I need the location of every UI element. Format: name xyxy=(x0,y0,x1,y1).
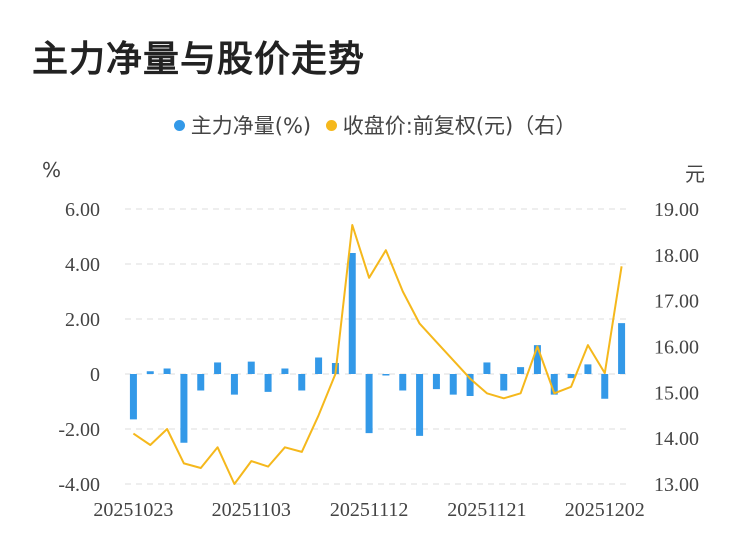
net-volume-bar xyxy=(483,362,491,374)
net-volume-bar xyxy=(264,374,272,392)
right-axis-tick-label: 18.00 xyxy=(654,245,699,267)
net-volume-bar xyxy=(601,374,609,399)
net-volume-bar xyxy=(247,361,255,374)
chart-title: 主力净量与股价走势 xyxy=(32,39,366,80)
net-volume-bar xyxy=(146,371,154,374)
left-axis-tick-label: -4.00 xyxy=(58,474,100,496)
net-volume-bar xyxy=(298,374,306,391)
net-volume-bar xyxy=(230,374,238,395)
left-axis-tick-label: 6.00 xyxy=(65,199,100,221)
net-volume-bar xyxy=(517,367,525,374)
left-axis-tick-label: 2.00 xyxy=(65,309,100,331)
x-axis-tick-label: 20251103 xyxy=(212,499,291,521)
right-axis-tick-label: 14.00 xyxy=(654,428,699,450)
right-axis-tick-label: 19.00 xyxy=(654,199,699,221)
net-volume-bar xyxy=(399,374,407,391)
legend-dot-bar-icon xyxy=(173,119,185,131)
legend-dot-line-icon xyxy=(325,119,337,131)
left-axis-tick-label: 4.00 xyxy=(65,254,100,276)
net-volume-bar xyxy=(197,374,205,391)
net-volume-bar xyxy=(500,374,508,391)
x-axis-tick-label: 20251121 xyxy=(447,499,526,521)
right-axis-tick-label: 15.00 xyxy=(654,382,699,404)
net-volume-bar xyxy=(365,374,373,434)
legend: 主力净量(%) 收盘价:前复权(元)（右） xyxy=(0,110,750,140)
left-axis-unit: % xyxy=(42,158,62,182)
net-volume-bar xyxy=(533,345,541,374)
x-axis-tick-label: 20251023 xyxy=(93,499,173,521)
net-volume-bar xyxy=(129,374,137,420)
right-axis-tick-label: 13.00 xyxy=(654,474,699,496)
net-volume-bar xyxy=(466,374,474,396)
net-volume-bar xyxy=(382,374,390,376)
net-volume-bar xyxy=(180,374,188,443)
right-axis-unit: 元 xyxy=(685,162,705,186)
net-volume-bar xyxy=(432,374,440,390)
net-volume-bar xyxy=(584,364,592,374)
net-volume-bar xyxy=(281,368,289,374)
x-axis-tick-label: 20251112 xyxy=(330,499,409,521)
net-volume-bar xyxy=(315,357,323,374)
net-volume-bar xyxy=(163,368,171,374)
left-axis-tick-label: -2.00 xyxy=(58,419,100,441)
net-volume-bar xyxy=(416,374,424,436)
net-volume-bar xyxy=(567,374,575,379)
right-axis-tick-label: 17.00 xyxy=(654,291,699,313)
net-volume-bar xyxy=(214,362,222,374)
net-volume-bar xyxy=(348,253,356,374)
legend-item-net-volume[interactable]: 主力净量(%) xyxy=(173,110,312,140)
legend-label-close-price: 收盘价:前复权(元)（右） xyxy=(342,114,577,138)
close-price-line xyxy=(132,224,623,485)
net-volume-bar xyxy=(550,374,558,395)
left-axis-tick-label: 0 xyxy=(90,364,100,386)
right-axis-tick-label: 16.00 xyxy=(654,337,699,359)
net-volume-bar xyxy=(449,374,457,395)
legend-item-close-price[interactable]: 收盘价:前复权(元)（右） xyxy=(325,110,577,140)
net-volume-bar xyxy=(618,323,626,374)
x-axis-tick-label: 20251202 xyxy=(565,499,645,521)
legend-label-net-volume: 主力净量(%) xyxy=(190,114,312,138)
